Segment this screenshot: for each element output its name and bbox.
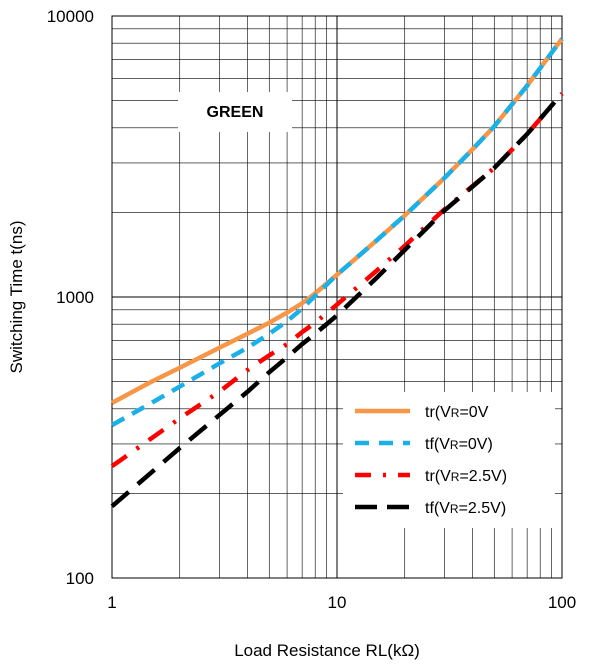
series-line-3	[110, 92, 564, 508]
x-tick-label: 10	[328, 593, 347, 612]
annotation-label: GREEN	[207, 104, 264, 121]
y-tick-label: 1000	[56, 288, 94, 307]
x-tick-label: 1	[107, 593, 116, 612]
y-tick-label: 100	[66, 569, 94, 588]
series-line-2	[110, 92, 564, 469]
legend-label-0: tr(VR=0V	[425, 404, 489, 421]
legend-label-2: tr(VR=2.5V)	[425, 468, 507, 485]
x-axis-title: Load Resistance RL(kΩ)	[234, 641, 420, 660]
tick-labels: 1 10 100 100 1000 10000	[47, 7, 576, 612]
legend-label-1: tf(VR=0V)	[425, 436, 493, 453]
annotation-box: GREEN	[178, 92, 292, 132]
plot-frame	[111, 15, 563, 579]
x-tick-label: 100	[548, 593, 576, 612]
legend-label-3: tf(VR=2.5V)	[425, 500, 506, 517]
series-line-1	[110, 37, 564, 428]
legend: tr(VR=0V tf(VR=0V) tr(VR=2.5V) tf(VR=2.5V)	[343, 392, 555, 528]
y-axis-title: Switching Time t(ns)	[7, 220, 26, 373]
series-layer	[110, 37, 564, 508]
y-tick-label: 10000	[47, 7, 94, 26]
legend-background	[343, 392, 555, 528]
